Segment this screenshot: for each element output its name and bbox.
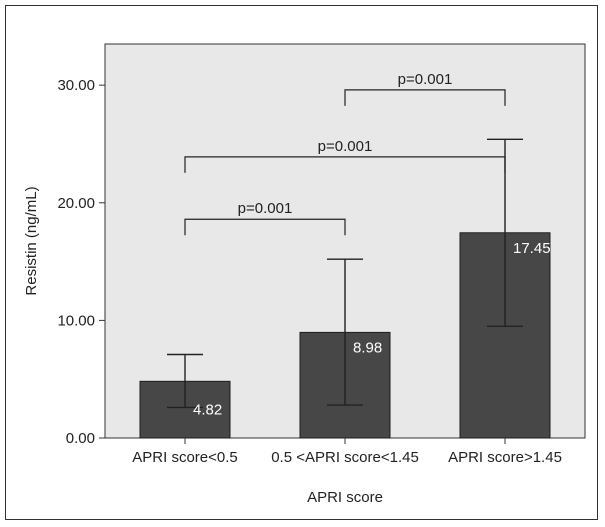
y-axis-title: Resistin (ng/mL) (23, 186, 40, 295)
significance-label: p=0.001 (398, 71, 453, 88)
significance-bracket (344, 89, 506, 106)
y-tick-label: 10.00 (57, 312, 95, 329)
y-tick-label: 20.00 (57, 195, 95, 212)
bar-value-label: 17.45 (513, 240, 551, 257)
y-tick-label: 30.00 (57, 77, 95, 94)
error-bar-2 (327, 258, 363, 406)
x-tick-label: 0.5 <APRI score<1.45 (271, 449, 419, 466)
significance-label: p=0.001 (318, 138, 373, 155)
bar-value-label: 8.98 (353, 339, 382, 356)
x-tick-label: APRI score>1.45 (448, 449, 562, 466)
x-axis-title: APRI score (307, 489, 383, 506)
x-tick-label: APRI score<0.5 (132, 449, 237, 466)
bar-value-label: 4.82 (193, 402, 222, 419)
significance-label: p=0.001 (238, 200, 293, 217)
error-bar-1 (167, 353, 203, 409)
significance-bracket (184, 156, 506, 173)
significance-bracket (184, 218, 346, 236)
y-tick-label: 0.00 (66, 430, 95, 447)
